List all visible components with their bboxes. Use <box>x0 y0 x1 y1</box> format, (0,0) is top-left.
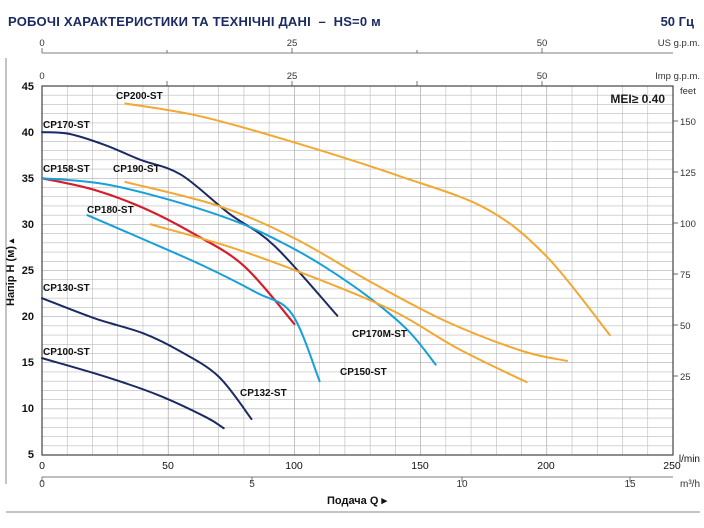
svg-text:200: 200 <box>537 460 555 472</box>
svg-text:5: 5 <box>28 449 34 461</box>
svg-text:150: 150 <box>680 117 696 128</box>
svg-text:25: 25 <box>287 71 298 82</box>
svg-text:15: 15 <box>22 357 34 369</box>
svg-text:25: 25 <box>287 38 298 49</box>
svg-text:Imp g.p.m.: Imp g.p.m. <box>655 71 700 82</box>
svg-text:75: 75 <box>680 270 691 281</box>
svg-text:0: 0 <box>39 460 45 472</box>
svg-text:0: 0 <box>39 38 44 49</box>
svg-text:50: 50 <box>537 38 548 49</box>
svg-text:25: 25 <box>680 372 691 383</box>
svg-text:50: 50 <box>162 460 174 472</box>
svg-text:CP170-ST: CP170-ST <box>43 120 90 131</box>
svg-text:CP130-ST: CP130-ST <box>43 283 90 294</box>
svg-text:CP158-ST: CP158-ST <box>43 164 90 175</box>
svg-text:50: 50 <box>537 71 548 82</box>
svg-text:50: 50 <box>680 321 691 332</box>
svg-text:25: 25 <box>22 265 34 277</box>
svg-text:45: 45 <box>22 81 34 93</box>
svg-text:Напір H (м): Напір H (м) <box>5 246 17 306</box>
svg-text:l/min: l/min <box>679 454 700 465</box>
svg-text:100: 100 <box>680 219 696 230</box>
svg-text:▴: ▴ <box>6 238 16 244</box>
svg-text:20: 20 <box>22 311 34 323</box>
svg-text:150: 150 <box>411 460 429 472</box>
svg-text:m³/h: m³/h <box>680 479 700 490</box>
svg-text:CP200-ST: CP200-ST <box>116 91 163 102</box>
svg-text:30: 30 <box>22 219 34 231</box>
svg-text:40: 40 <box>22 127 34 139</box>
svg-text:CP180-ST: CP180-ST <box>87 205 134 216</box>
svg-text:US g.p.m.: US g.p.m. <box>658 38 700 49</box>
svg-text:0: 0 <box>39 71 44 82</box>
svg-text:100: 100 <box>285 460 303 472</box>
svg-text:10: 10 <box>22 403 34 415</box>
svg-text:CP190-ST: CP190-ST <box>113 164 160 175</box>
svg-text:35: 35 <box>22 173 34 185</box>
svg-text:MEI≥ 0.40: MEI≥ 0.40 <box>610 92 665 106</box>
svg-text:CP132-ST: CP132-ST <box>240 388 287 399</box>
svg-text:125: 125 <box>680 168 696 179</box>
svg-text:CP100-ST: CP100-ST <box>43 347 90 358</box>
svg-text:CP170M-ST: CP170M-ST <box>352 329 407 340</box>
svg-text:feet: feet <box>680 86 696 97</box>
svg-text:CP150-ST: CP150-ST <box>340 367 387 378</box>
svg-text:Подача Q ▸: Подача Q ▸ <box>327 495 387 507</box>
